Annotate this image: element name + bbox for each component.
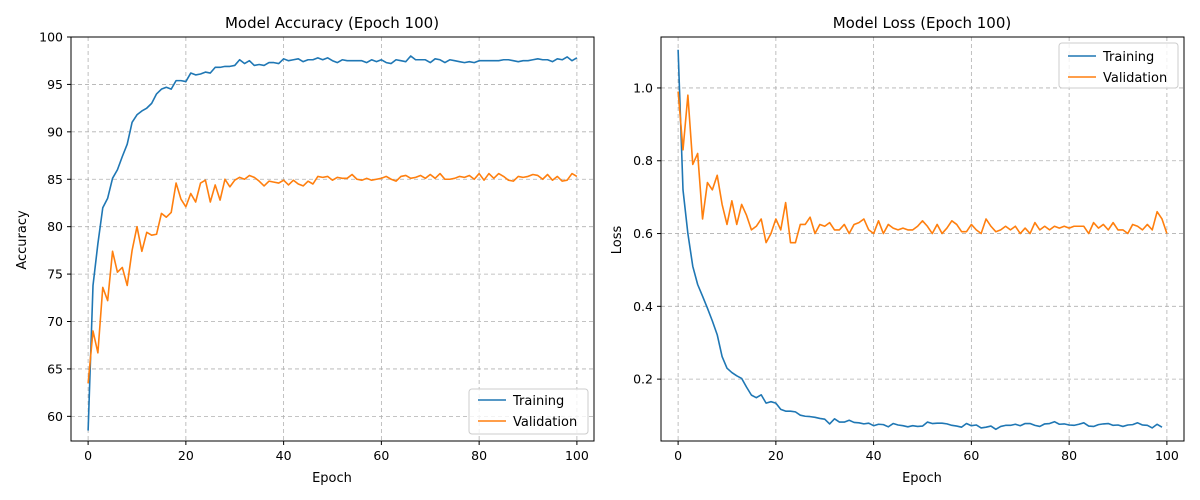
accuracy-xtick-label: 60 (373, 448, 389, 463)
accuracy-ytick-label: 60 (47, 409, 63, 424)
accuracy-validation-line (87, 172, 578, 384)
loss-plot-frame (660, 36, 1185, 442)
accuracy-ytick-label: 85 (47, 172, 63, 187)
loss-xtick-label: 0 (674, 448, 682, 463)
loss-legend-training-label: Training (1102, 50, 1154, 65)
loss-xtick-label: 100 (1155, 448, 1179, 463)
loss-ticks: 0 20 40 60 80 100 0.2 0.4 0.6 0.8 1.0 (633, 80, 1179, 463)
accuracy-ticks: 0 20 40 60 80 100 60 65 70 75 80 85 90 95 100 (39, 30, 589, 464)
accuracy-ytick-label: 75 (47, 267, 63, 282)
accuracy-ytick-label: 95 (47, 77, 63, 92)
loss-xtick-label: 60 (963, 448, 979, 463)
accuracy-legend-training-label: Training (512, 394, 564, 409)
accuracy-chart: Model Accuracy (Epoch 100) Epoch Accurac… (15, 14, 595, 486)
accuracy-plot-frame (70, 36, 595, 442)
accuracy-xtick-label: 0 (84, 448, 92, 463)
loss-ytick-label: 0.2 (633, 372, 653, 387)
accuracy-ytick-label: 80 (47, 219, 63, 234)
accuracy-grid (71, 36, 594, 441)
accuracy-xlabel: Epoch (312, 471, 352, 486)
loss-ytick-label: 0.4 (633, 299, 653, 314)
loss-xtick-label: 80 (1061, 448, 1077, 463)
loss-chart-title: Model Loss (Epoch 100) (833, 14, 1012, 32)
loss-legend-validation-label: Validation (1103, 71, 1167, 86)
loss-validation-line (677, 91, 1168, 244)
accuracy-chart-title: Model Accuracy (Epoch 100) (225, 14, 439, 32)
loss-ytick-label: 0.8 (633, 153, 653, 168)
loss-grid (661, 37, 1184, 441)
accuracy-ytick-label: 70 (47, 314, 63, 329)
loss-chart: Model Loss (Epoch 100) Epoch Loss 0 20 40 6… (610, 14, 1185, 486)
loss-xtick-label: 40 (866, 448, 882, 463)
loss-series (677, 49, 1168, 431)
accuracy-ytick-label: 65 (47, 361, 63, 376)
loss-xtick-label: 20 (768, 448, 784, 463)
accuracy-legend-validation-label: Validation (513, 415, 577, 430)
accuracy-training-line (87, 55, 578, 431)
loss-xlabel: Epoch (902, 471, 942, 486)
accuracy-series (87, 55, 578, 431)
accuracy-ylabel: Accuracy (15, 210, 30, 270)
accuracy-xtick-label: 40 (276, 448, 292, 463)
loss-ytick-label: 0.6 (633, 226, 653, 241)
accuracy-xtick-label: 80 (471, 448, 487, 463)
accuracy-xtick-label: 100 (565, 448, 589, 463)
loss-ylabel: Loss (610, 226, 625, 255)
accuracy-legend: Training Validation (468, 388, 589, 435)
loss-legend: Training Validation (1058, 42, 1179, 89)
loss-training-line (677, 49, 1163, 431)
accuracy-ytick-label: 90 (47, 124, 63, 139)
accuracy-ytick-label: 100 (39, 30, 63, 45)
accuracy-xtick-label: 20 (178, 448, 194, 463)
loss-ytick-label: 1.0 (633, 80, 653, 95)
